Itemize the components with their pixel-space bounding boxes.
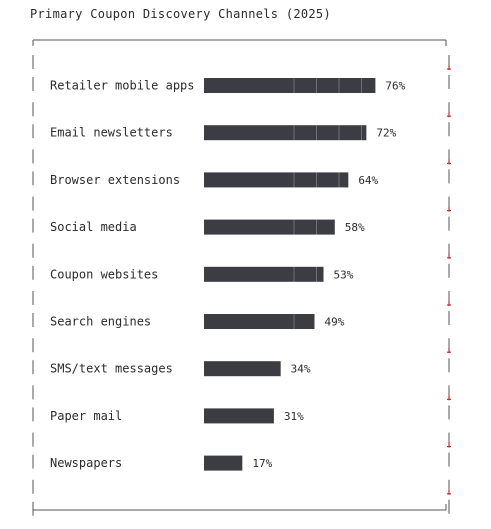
category-label: SMS/text messages <box>50 362 173 376</box>
category-label: Social media <box>50 220 137 234</box>
bar-row: Browser extensions 64% <box>50 172 379 188</box>
bar-row: Retailer mobile apps 76% <box>50 78 406 93</box>
value-label: 31% <box>284 410 304 423</box>
value-label: 76% <box>385 80 405 93</box>
bar <box>204 455 243 471</box>
value-label: 49% <box>324 316 344 329</box>
chart-title: Primary Coupon Discovery Channels (2025) <box>30 7 331 21</box>
bar-row: Newspapers 17% <box>50 455 273 471</box>
bar-row: Social media 58% <box>50 219 365 235</box>
value-label: 34% <box>291 363 311 376</box>
value-label: 17% <box>252 457 272 470</box>
bar <box>204 314 315 329</box>
bar <box>204 266 324 282</box>
value-label: 64% <box>358 174 378 187</box>
chart-frame <box>32 39 451 516</box>
category-label: Newspapers <box>50 456 122 470</box>
category-label: Paper mail <box>50 409 122 423</box>
bar <box>204 78 376 93</box>
category-label: Coupon websites <box>50 267 158 281</box>
category-label: Retailer mobile apps <box>50 79 195 93</box>
category-label: Email newsletters <box>50 126 173 140</box>
bar <box>204 408 274 424</box>
bars-group: Retailer mobile apps 76% Email newsletters… <box>50 78 406 471</box>
bar-row: Email newsletters 72% <box>50 125 397 141</box>
value-label: 53% <box>334 268 354 281</box>
bar <box>204 361 281 377</box>
bar-row: Coupon websites 53% <box>50 266 354 282</box>
bar-row: Paper mail 31% <box>50 408 304 424</box>
bar <box>204 125 367 141</box>
value-label: 72% <box>376 127 396 140</box>
category-label: Browser extensions <box>50 173 180 187</box>
bar-row: Search engines 49% <box>50 314 345 329</box>
bar <box>204 219 335 235</box>
category-label: Search engines <box>50 315 151 329</box>
bar <box>204 172 349 188</box>
value-label: 58% <box>345 221 365 234</box>
bar-row: SMS/text messages 34% <box>50 361 311 377</box>
